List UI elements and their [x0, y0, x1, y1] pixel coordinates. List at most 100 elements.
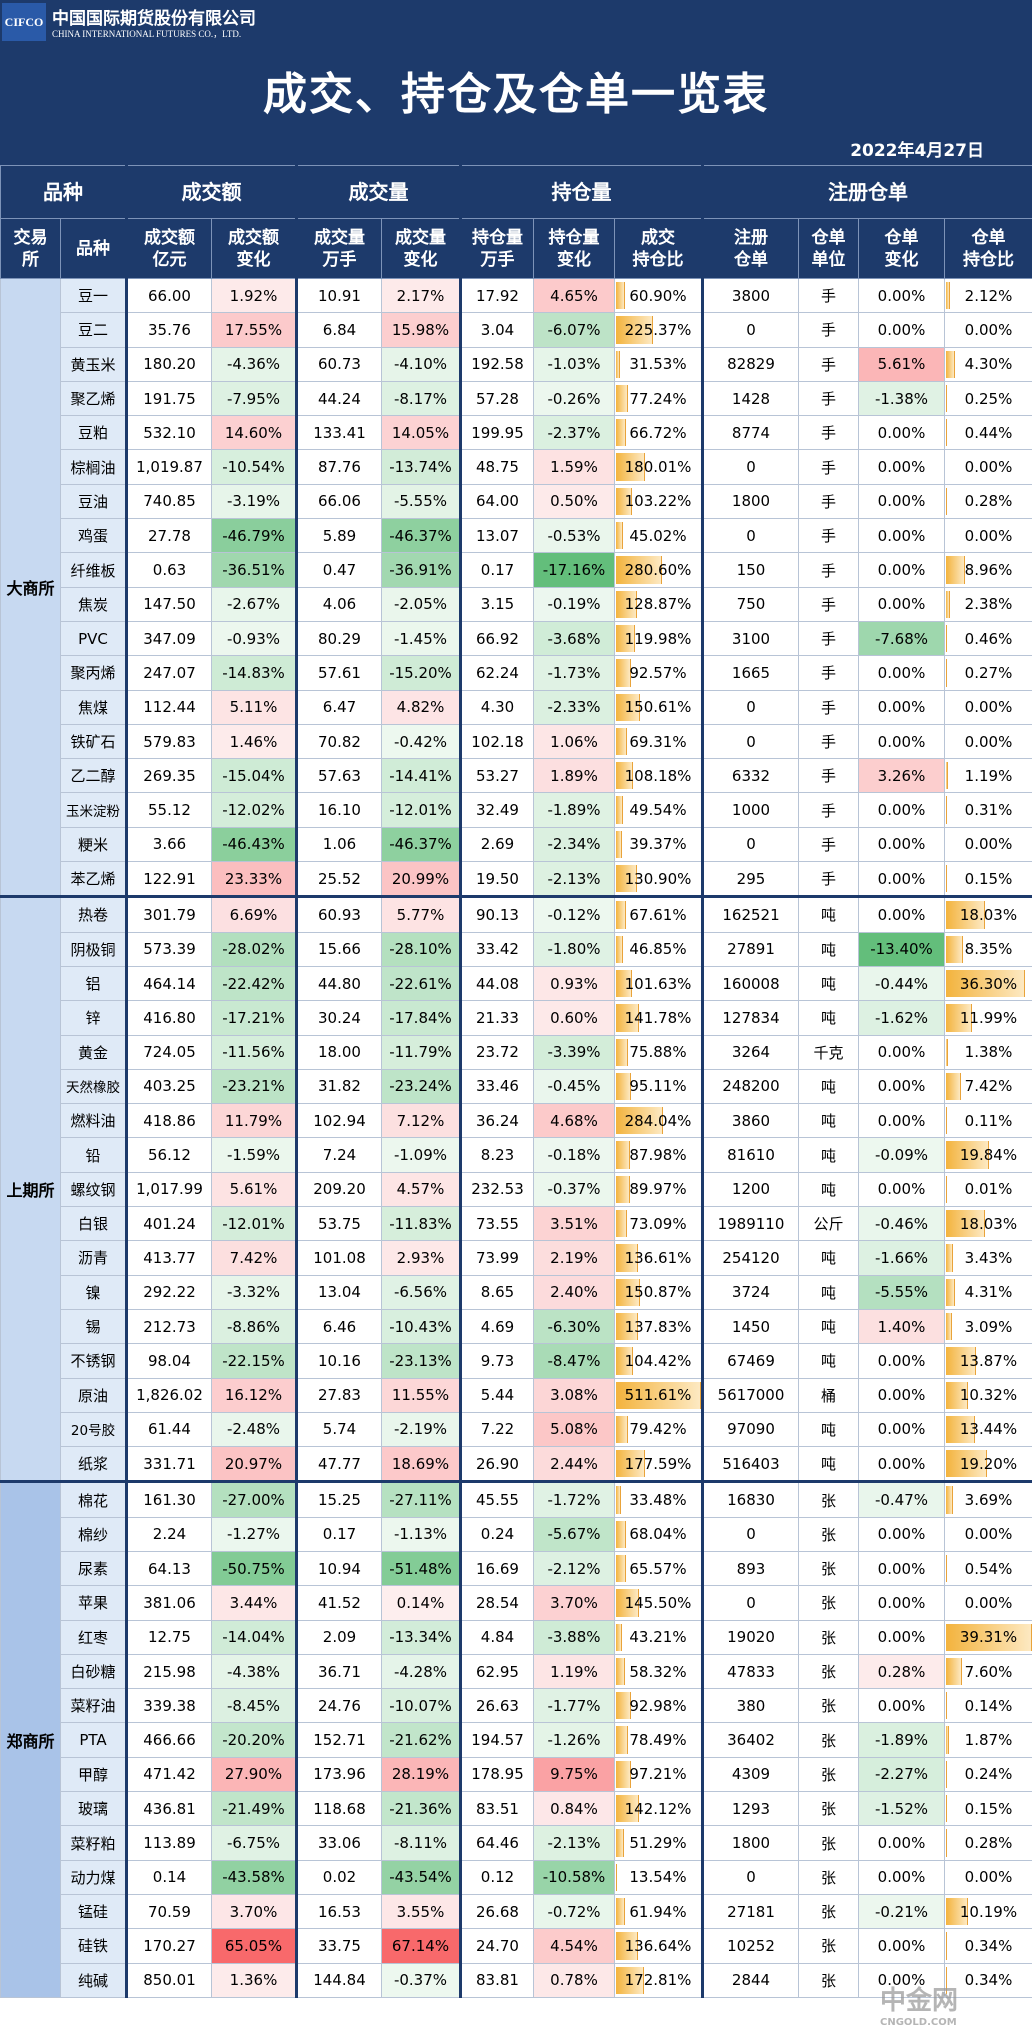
variety: PTA [60, 1722, 127, 1758]
cell: 31.82 [295, 1068, 382, 1105]
cell: -0.18% [533, 1137, 615, 1173]
cell: 118.68 [295, 1791, 382, 1827]
ratio-cell: 19.20% [944, 1446, 1032, 1483]
variety: 白砂糖 [60, 1653, 127, 1690]
ratio-cell: 3.69% [944, 1480, 1032, 1518]
cell: 3860 [701, 1103, 799, 1139]
ratio-cell: 7.42% [944, 1068, 1032, 1105]
cell: 60.93 [295, 895, 382, 933]
data-bar [616, 1072, 631, 1101]
cell: 6.84 [295, 312, 382, 348]
data-bar [946, 659, 947, 687]
cell-text: 8.96% [964, 561, 1013, 580]
data-bar [616, 1381, 701, 1409]
variety: 焦煤 [60, 689, 127, 725]
data-row: 焦炭 147.50 -2.67% 4.06 -2.05% 3.15 -0.19% 128.87… [1, 586, 1032, 622]
cell-text: 7.60% [964, 1662, 1013, 1681]
cell: 3.04 [459, 312, 534, 348]
cell: 18.00 [295, 1034, 382, 1070]
cell-text: 0.00% [964, 698, 1013, 717]
cell: 850.01 [125, 1962, 212, 1998]
cell: -11.79% [381, 1034, 461, 1070]
ratio-cell: 180.01% [614, 449, 703, 485]
cell-text: 3.69% [964, 1491, 1013, 1510]
cell: 4.84 [459, 1619, 534, 1655]
cell: 19.50 [459, 861, 534, 898]
cell-text: 103.22% [624, 492, 692, 511]
cell: 247.07 [125, 655, 212, 691]
cell: 1800 [701, 483, 799, 520]
cell: 301.79 [125, 895, 212, 933]
cell: 102.18 [459, 723, 534, 760]
cell: 张 [798, 1756, 859, 1793]
cell: 152.71 [295, 1722, 382, 1758]
cell-text: 1.19% [964, 766, 1013, 785]
data-bar [616, 1589, 640, 1617]
cell: 81610 [701, 1137, 799, 1173]
cell: 吨 [798, 1137, 859, 1173]
cell: 331.71 [125, 1446, 212, 1483]
cell: 209.20 [295, 1171, 382, 1208]
cell: 215.98 [125, 1653, 212, 1690]
ratio-cell: 0.00% [944, 723, 1032, 760]
cell: 1.19% [533, 1653, 615, 1690]
cell-text: 225.37% [624, 320, 692, 339]
cell: -22.61% [381, 965, 461, 1002]
watermark: 中金网 CNGOLD.COM [880, 1980, 958, 2028]
data-bar [616, 1657, 625, 1686]
variety: 白银 [60, 1206, 127, 1242]
cell: 0.00% [858, 552, 945, 588]
cell-text: 31.53% [629, 355, 687, 374]
data-bar [616, 830, 622, 859]
cell: -43.58% [211, 1859, 297, 1895]
cell: 2.93% [381, 1240, 461, 1276]
cell: 1.40% [858, 1308, 945, 1345]
ratio-cell: 0.54% [944, 1550, 1032, 1587]
cell-text: 150.61% [624, 698, 692, 717]
data-row: 白银 401.24 -12.01% 53.75 -11.83% 73.55 3.51% 73.… [1, 1206, 1032, 1242]
cell: -4.36% [211, 346, 297, 382]
data-bar [616, 1278, 641, 1306]
cell: 7.12% [381, 1103, 461, 1139]
ratio-cell: 0.00% [944, 1516, 1032, 1552]
cell-text: 145.50% [624, 1593, 692, 1612]
cell: 27.90% [211, 1756, 297, 1793]
data-bar [616, 487, 633, 516]
cell-text: 0.15% [964, 1799, 1013, 1818]
variety: 不锈钢 [60, 1343, 127, 1379]
cell-text: 0.00% [964, 526, 1013, 545]
cell: 750 [701, 586, 799, 622]
cell: 5.74 [295, 1411, 382, 1448]
ratio-cell: 31.53% [614, 346, 703, 382]
cell: -14.83% [211, 655, 297, 691]
data-bar [946, 1107, 947, 1135]
cell-text: 77.24% [629, 389, 687, 408]
cell: 4.69 [459, 1308, 534, 1345]
ratio-cell: 0.25% [944, 380, 1032, 417]
cell: 3.44% [211, 1585, 297, 1621]
cell-text: 284.04% [624, 1111, 692, 1130]
cell-text: 180.01% [624, 458, 692, 477]
ratio-cell: 0.01% [944, 1171, 1032, 1208]
cell: 47.77 [295, 1446, 382, 1483]
variety: 焦炭 [60, 586, 127, 622]
data-row: 螺纹钢 1,017.99 5.61% 209.20 4.57% 232.53 -0.37% 8… [1, 1171, 1032, 1208]
cell: 73.55 [459, 1206, 534, 1242]
cell: 张 [798, 1893, 859, 1930]
cell: 0.50% [533, 483, 615, 520]
cell: 张 [798, 1480, 859, 1518]
cell: 手 [798, 380, 859, 417]
data-row: 铁矿石 579.83 1.46% 70.82 -0.42% 102.18 1.06% 69.3… [1, 723, 1032, 760]
cell: 21.33 [459, 1000, 534, 1036]
cell: 3.55% [381, 1893, 461, 1930]
cell: 36.71 [295, 1653, 382, 1690]
cell-text: 51.29% [629, 1834, 687, 1852]
cell: 0.00% [858, 895, 945, 933]
data-bar [616, 1038, 628, 1066]
cell: 吨 [798, 1068, 859, 1105]
cell: 0.00% [858, 1825, 945, 1861]
cell: 13.07 [459, 518, 534, 554]
cell: 248200 [701, 1068, 799, 1105]
data-row: 豆油 740.85 -3.19% 66.06 -5.55% 64.00 0.50% 103.2… [1, 483, 1032, 520]
cell: -4.28% [381, 1653, 461, 1690]
